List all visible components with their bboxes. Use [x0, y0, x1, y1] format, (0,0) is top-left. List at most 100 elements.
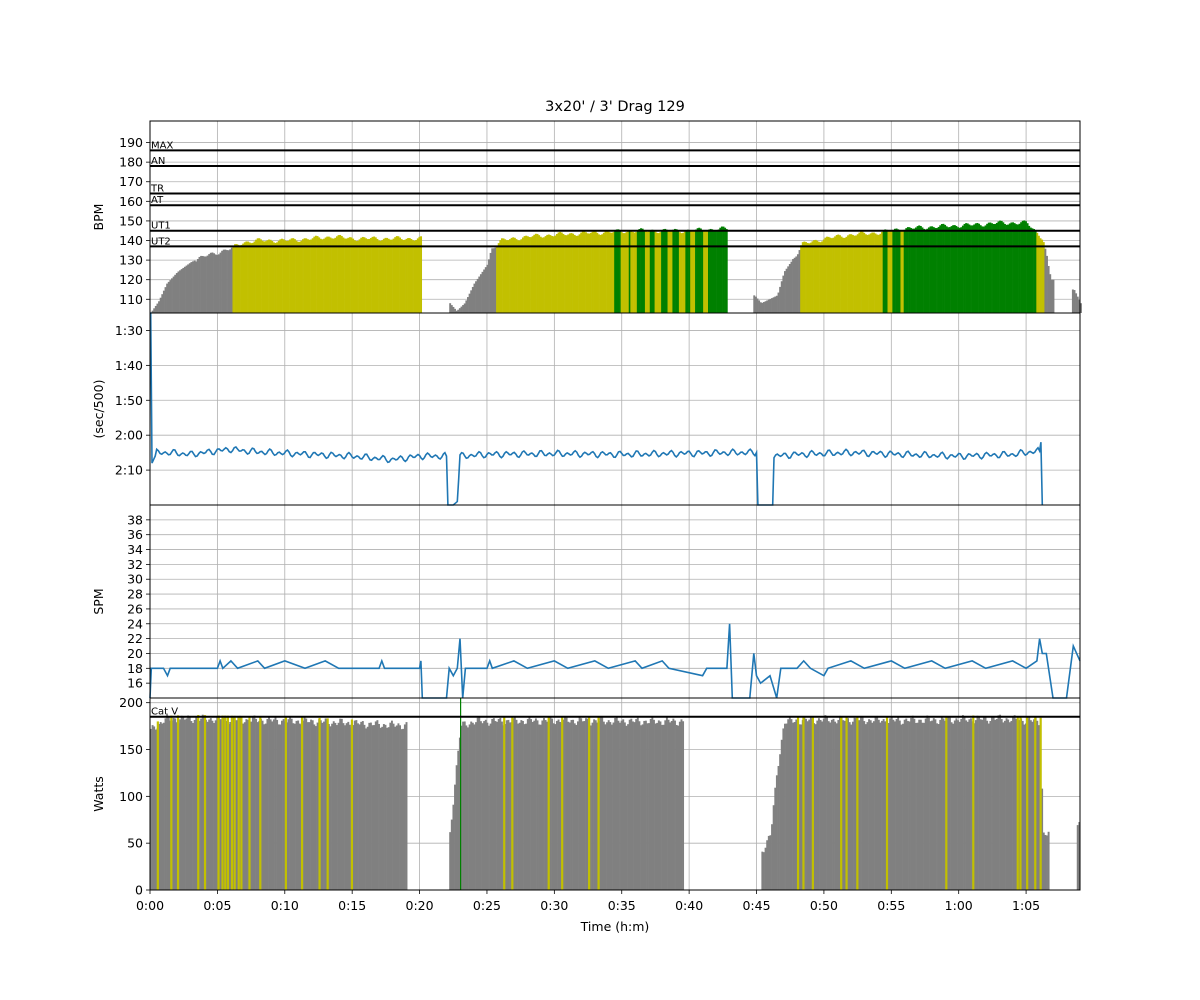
power-bar	[881, 720, 883, 890]
hr-bar	[200, 255, 203, 313]
power-bar	[1046, 835, 1048, 890]
power-bar	[974, 720, 977, 890]
hr-bar	[894, 228, 896, 313]
power-bar	[214, 720, 217, 890]
y-tick-label: 170	[119, 174, 143, 189]
hr-bar	[473, 283, 476, 313]
hr-bar	[276, 242, 279, 313]
power-zone-marker	[240, 716, 243, 890]
hr-bar	[586, 233, 589, 313]
hr-bar	[193, 260, 196, 313]
hr-bar	[991, 223, 993, 313]
hr-bar	[366, 239, 369, 313]
hr-bar	[793, 257, 796, 313]
hr-bar	[599, 234, 602, 313]
hr-bar	[374, 237, 377, 313]
power-zone-marker	[811, 716, 814, 890]
power-bar	[979, 719, 982, 890]
power-zone-marker	[259, 716, 262, 890]
power-bar	[183, 719, 186, 890]
power-bar	[305, 718, 308, 890]
y-tick-label: 18	[127, 661, 143, 676]
hr-bar	[762, 302, 765, 313]
hr-bar	[297, 241, 300, 313]
power-bar	[589, 725, 592, 890]
power-bar	[344, 725, 347, 890]
hr-bar	[533, 234, 536, 313]
hr-bar	[201, 255, 204, 313]
power-bar	[948, 717, 951, 890]
power-bar	[816, 720, 819, 890]
power-zone-marker	[840, 716, 843, 890]
hr-bar	[575, 235, 578, 313]
hr-bar	[860, 231, 862, 313]
hr-bar	[475, 281, 478, 313]
power-bar	[253, 715, 256, 890]
hr-bar	[213, 253, 215, 313]
power-bar	[198, 720, 201, 890]
hr-bar	[898, 230, 901, 313]
power-bar	[153, 726, 156, 890]
hr-bar	[251, 242, 254, 313]
power-bar	[874, 716, 877, 890]
power-bar	[832, 718, 835, 890]
hr-bar	[253, 241, 256, 313]
power-bar	[869, 720, 872, 890]
hr-bar	[242, 243, 245, 313]
zone-label: AN	[151, 156, 165, 167]
hr-bar	[835, 235, 838, 313]
power-bar	[1012, 716, 1014, 890]
hr-bar	[955, 225, 958, 313]
y-tick-label: 1:30	[115, 323, 143, 338]
hr-bar	[573, 234, 576, 313]
power-bar	[581, 721, 584, 890]
power-bar	[376, 720, 379, 890]
power-bar	[1021, 720, 1024, 890]
hr-bar	[1013, 223, 1016, 313]
power-bar	[769, 835, 772, 890]
y-tick-label: 200	[119, 695, 143, 710]
hr-bar	[905, 228, 908, 313]
power-bar	[543, 718, 545, 890]
hr-bar	[196, 259, 199, 313]
power-bar	[353, 720, 356, 890]
hr-bar	[643, 230, 646, 313]
chart-title: 3x20' / 3' Drag 129	[545, 99, 685, 115]
hr-bar	[971, 225, 974, 313]
hr-bar	[593, 231, 596, 313]
hr-bar	[520, 239, 523, 313]
hr-bar	[303, 238, 306, 313]
hr-bar	[271, 240, 274, 313]
power-bar	[578, 717, 581, 890]
hr-bar	[156, 303, 159, 313]
power-zone-marker	[885, 716, 889, 890]
hr-bar	[206, 255, 209, 313]
hr-bar	[796, 254, 799, 313]
power-bar	[989, 721, 992, 890]
power-bar	[1078, 822, 1081, 890]
hr-bar	[153, 308, 156, 313]
hr-bar	[499, 240, 502, 313]
hr-bar	[837, 234, 840, 313]
power-bar	[814, 724, 817, 890]
power-bar	[887, 723, 890, 890]
hr-bar	[460, 306, 463, 313]
hr-bar	[782, 275, 785, 313]
hr-bar	[1049, 274, 1052, 313]
hr-bar	[151, 310, 154, 313]
hr-bar	[1023, 220, 1026, 313]
hr-bar	[680, 233, 683, 313]
hr-bar	[698, 227, 701, 313]
hr-bar	[347, 237, 350, 313]
hr-bar	[481, 271, 484, 313]
power-bar	[256, 722, 259, 890]
power-bar	[805, 718, 807, 890]
power-bar	[528, 716, 531, 890]
hr-bar	[638, 229, 641, 313]
power-bar	[336, 725, 338, 890]
power-bar	[610, 724, 613, 890]
hr-bar	[167, 281, 170, 313]
power-bar	[876, 715, 879, 890]
hr-bar	[1080, 303, 1082, 313]
